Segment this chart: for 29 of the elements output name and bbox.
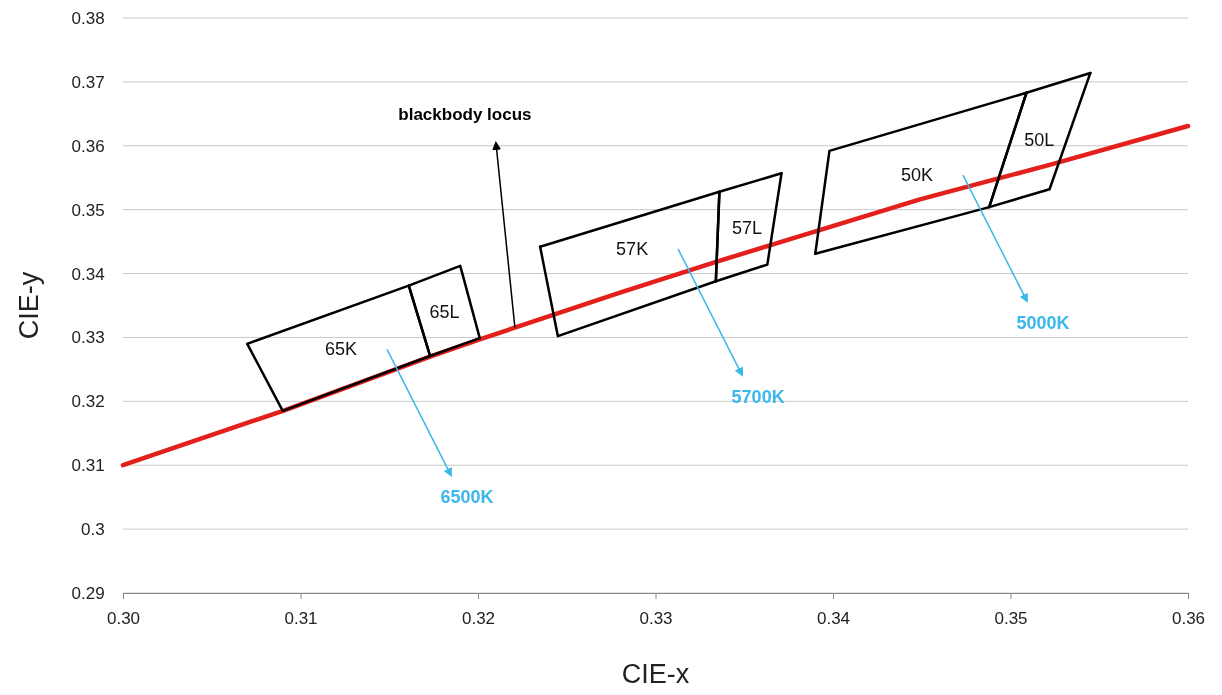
x-tick-label: 0.35 bbox=[994, 609, 1028, 629]
y-tick-label: 0.38 bbox=[71, 8, 105, 28]
y-tick-label: 0.33 bbox=[71, 328, 105, 348]
y-tick-label: 0.31 bbox=[71, 456, 105, 476]
series-label: 50L bbox=[1024, 130, 1055, 151]
y-axis-title: CIE-y bbox=[14, 271, 44, 340]
y-tick-label: 0.29 bbox=[71, 583, 105, 603]
y-tick-label: 0.32 bbox=[71, 392, 105, 412]
series-label: 57K bbox=[616, 239, 649, 260]
y-tick-label: 0.34 bbox=[71, 264, 105, 284]
x-axis-title: CIE-x bbox=[621, 659, 690, 689]
y-tick-label: 0.37 bbox=[71, 72, 105, 92]
x-tick-label: 0.32 bbox=[461, 609, 496, 629]
annotation: 5000K bbox=[1016, 313, 1070, 334]
series-label: 57L bbox=[731, 217, 762, 238]
series-label: 65K bbox=[325, 339, 358, 360]
x-tick-label: 0.36 bbox=[1171, 609, 1206, 629]
annotation: blackbody locus bbox=[398, 104, 532, 124]
series-label: 50K bbox=[901, 165, 934, 186]
series-label: 65L bbox=[429, 301, 460, 322]
x-tick-label: 0.31 bbox=[284, 609, 318, 629]
y-tick-label: 0.3 bbox=[81, 520, 105, 540]
annotation: 5700K bbox=[731, 387, 785, 408]
y-tick-label: 0.36 bbox=[71, 136, 105, 156]
y-tick-label: 0.35 bbox=[71, 200, 105, 220]
x-tick-label: 0.30 bbox=[106, 609, 141, 629]
x-tick-label: 0.33 bbox=[639, 609, 673, 629]
x-tick-label: 0.34 bbox=[816, 609, 851, 629]
annotation: 6500K bbox=[440, 487, 494, 508]
